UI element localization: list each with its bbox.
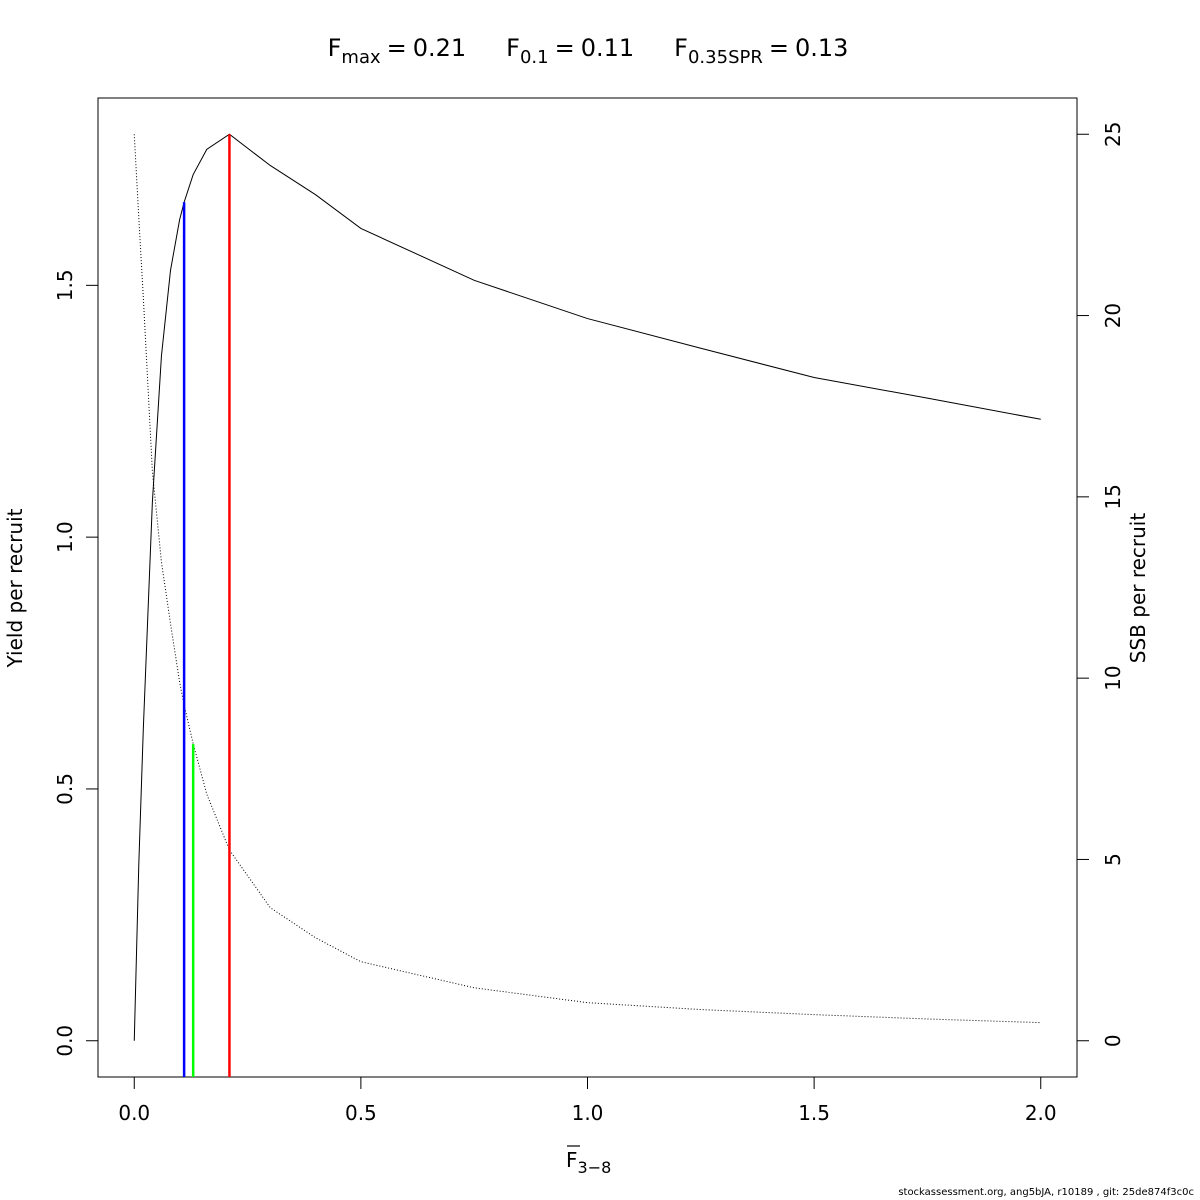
x-tick-label: 2.0 xyxy=(1025,1101,1057,1125)
y-tick-label: 1.5 xyxy=(53,269,77,301)
title-subscript: 0.1 xyxy=(520,47,549,68)
x-axis-label: F3−8 xyxy=(566,1148,611,1177)
x-label-subscript: 3−8 xyxy=(578,1158,612,1177)
y-tick-label: 0.0 xyxy=(53,1025,77,1057)
y2-tick-label: 5 xyxy=(1101,853,1125,866)
footer: stockassessment.org, ang5bJA, r10189 , g… xyxy=(898,1187,1194,1198)
y2-tick-label: 10 xyxy=(1101,665,1125,690)
title-value: 0.13 xyxy=(795,34,848,62)
title-symbol: F xyxy=(506,34,520,62)
y-axis-label: Yield per recruit xyxy=(3,508,27,668)
title-value: 0.11 xyxy=(581,34,634,62)
title-relation: = xyxy=(555,34,575,62)
x-tick-label: 0.5 xyxy=(345,1101,377,1125)
title-value: 0.21 xyxy=(413,34,466,62)
y-tick-label: 0.5 xyxy=(53,773,77,805)
plot-frame xyxy=(97,97,1078,1078)
title-relation: = xyxy=(769,34,789,62)
y2-tick-label: 25 xyxy=(1101,122,1125,147)
y2-tick-label: 20 xyxy=(1101,303,1125,328)
x-tick-label: 0.0 xyxy=(118,1101,150,1125)
title-subscript: max xyxy=(341,47,381,68)
y2-axis-label: SSB per recruit xyxy=(1126,513,1150,664)
chart-title: Fmax = 0.21 F0.1 = 0.11 F0.35SPR = 0.13 xyxy=(328,34,849,68)
title-symbol: F xyxy=(328,34,342,62)
y-tick-label: 1.0 xyxy=(53,521,77,553)
title-subscript: 0.35SPR xyxy=(688,47,763,68)
x-tick-label: 1.5 xyxy=(798,1101,830,1125)
title-symbol: F xyxy=(674,34,688,62)
y2-tick-label: 15 xyxy=(1101,484,1125,509)
x-label-symbol: F xyxy=(566,1148,578,1172)
title-relation: = xyxy=(387,34,407,62)
series-line xyxy=(133,133,1041,1041)
x-tick-label: 1.0 xyxy=(572,1101,604,1125)
series-line xyxy=(133,134,1041,1024)
y2-tick-label: 0 xyxy=(1101,1034,1125,1047)
